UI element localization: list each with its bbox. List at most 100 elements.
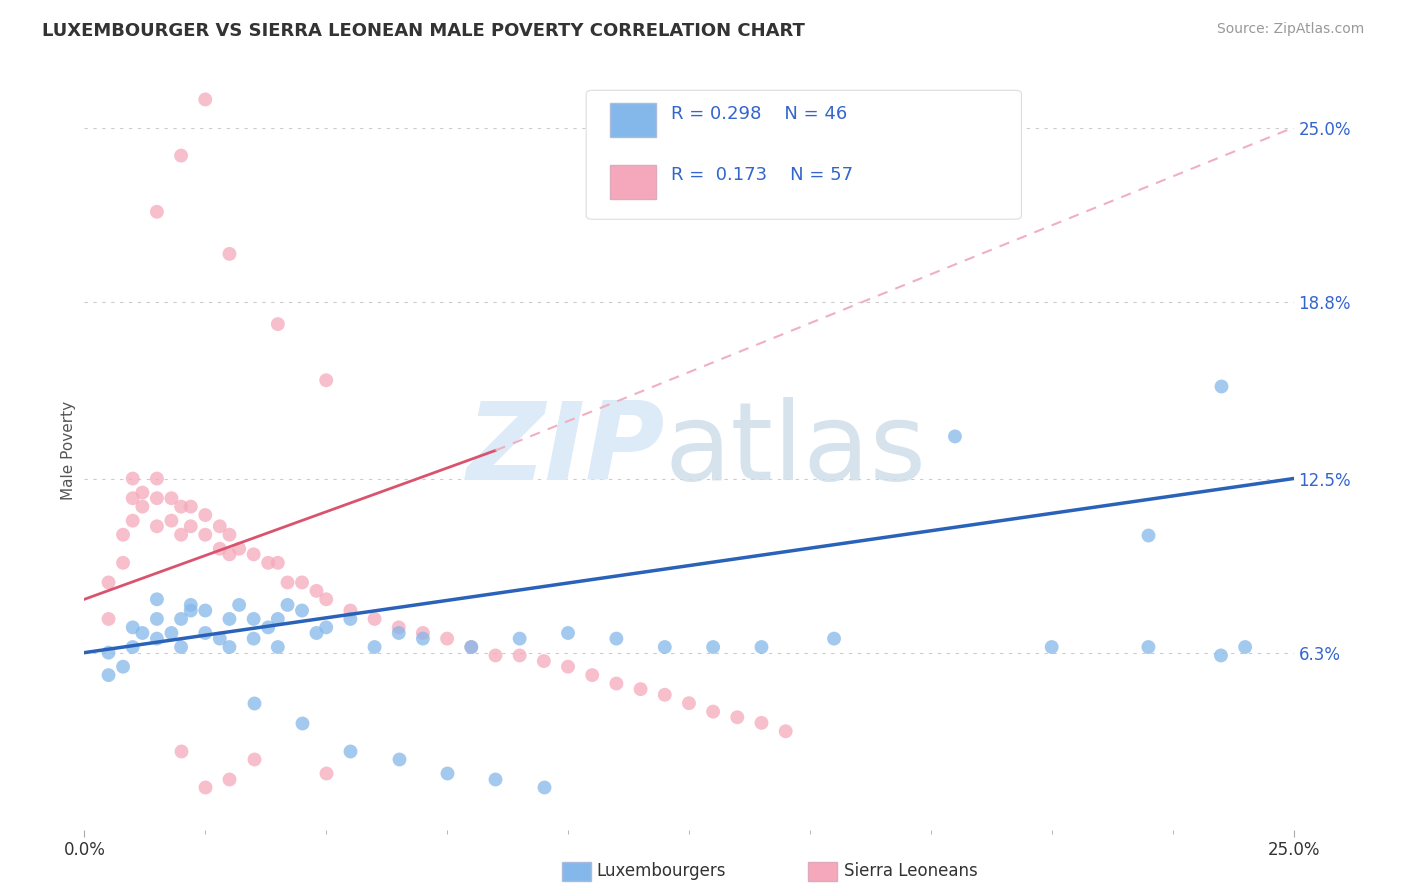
Point bbox=[146, 204, 169, 219]
Point bbox=[276, 598, 298, 612]
Point bbox=[242, 752, 264, 766]
Point bbox=[146, 471, 169, 485]
Point bbox=[218, 612, 240, 626]
Point bbox=[484, 648, 506, 663]
Point bbox=[257, 620, 280, 634]
Point bbox=[1209, 648, 1232, 663]
Point bbox=[605, 632, 627, 646]
Point bbox=[339, 744, 361, 758]
Point bbox=[339, 612, 361, 626]
Point bbox=[1234, 640, 1257, 654]
Point bbox=[823, 632, 845, 646]
Point bbox=[170, 744, 193, 758]
Point bbox=[678, 696, 700, 710]
Point bbox=[267, 612, 290, 626]
Point bbox=[257, 556, 280, 570]
Point bbox=[305, 583, 328, 598]
Point bbox=[97, 575, 120, 590]
Point bbox=[276, 575, 298, 590]
Point bbox=[121, 471, 143, 485]
Point bbox=[170, 640, 193, 654]
Point bbox=[170, 148, 193, 162]
Point bbox=[180, 603, 202, 617]
Point bbox=[291, 715, 314, 730]
Point bbox=[146, 592, 169, 607]
Point bbox=[509, 632, 531, 646]
Point bbox=[194, 603, 217, 617]
Point bbox=[412, 626, 434, 640]
Text: atlas: atlas bbox=[665, 398, 927, 503]
Point bbox=[1040, 640, 1063, 654]
Point bbox=[112, 527, 135, 541]
Point bbox=[484, 772, 506, 786]
Point bbox=[242, 632, 264, 646]
Point bbox=[194, 92, 217, 106]
Point bbox=[97, 612, 120, 626]
Point bbox=[305, 626, 328, 640]
Point bbox=[388, 626, 411, 640]
Point bbox=[228, 598, 250, 612]
Point bbox=[121, 514, 143, 528]
Text: R =  0.173    N = 57: R = 0.173 N = 57 bbox=[671, 166, 853, 184]
Point bbox=[208, 519, 231, 533]
Point bbox=[112, 659, 135, 673]
Point bbox=[218, 247, 240, 261]
Point bbox=[557, 626, 579, 640]
Point bbox=[291, 575, 314, 590]
Point bbox=[363, 612, 385, 626]
Point bbox=[180, 519, 202, 533]
Point bbox=[363, 640, 385, 654]
Point bbox=[460, 640, 482, 654]
Text: R = 0.298    N = 46: R = 0.298 N = 46 bbox=[671, 105, 846, 123]
Point bbox=[97, 668, 120, 682]
Point bbox=[208, 632, 231, 646]
Point bbox=[533, 654, 555, 668]
Point bbox=[388, 752, 411, 766]
Point bbox=[160, 514, 183, 528]
Point bbox=[218, 527, 240, 541]
Text: LUXEMBOURGER VS SIERRA LEONEAN MALE POVERTY CORRELATION CHART: LUXEMBOURGER VS SIERRA LEONEAN MALE POVE… bbox=[42, 22, 806, 40]
Point bbox=[146, 612, 169, 626]
Point bbox=[218, 640, 240, 654]
Point bbox=[654, 640, 676, 654]
Point bbox=[146, 632, 169, 646]
Text: ZIP: ZIP bbox=[467, 398, 665, 503]
Point bbox=[654, 688, 676, 702]
Point bbox=[1137, 527, 1160, 541]
Point bbox=[388, 620, 411, 634]
Point bbox=[121, 491, 143, 506]
FancyBboxPatch shape bbox=[610, 103, 657, 137]
Point bbox=[315, 373, 337, 387]
FancyBboxPatch shape bbox=[610, 165, 657, 199]
Point bbox=[131, 500, 153, 514]
Point bbox=[160, 626, 183, 640]
Point bbox=[460, 640, 482, 654]
Point bbox=[775, 724, 797, 739]
Point bbox=[339, 603, 361, 617]
Point bbox=[180, 598, 202, 612]
Point bbox=[170, 612, 193, 626]
Point bbox=[267, 640, 290, 654]
Point bbox=[180, 500, 202, 514]
Point bbox=[242, 547, 264, 561]
Point bbox=[194, 780, 217, 795]
Point bbox=[146, 491, 169, 506]
Point bbox=[218, 547, 240, 561]
Point bbox=[943, 429, 966, 443]
Point bbox=[725, 710, 748, 724]
Point bbox=[228, 541, 250, 556]
Point bbox=[131, 626, 153, 640]
Point bbox=[509, 648, 531, 663]
Point bbox=[242, 612, 264, 626]
Point bbox=[315, 766, 337, 780]
Point bbox=[112, 556, 135, 570]
Point bbox=[170, 500, 193, 514]
Point bbox=[267, 556, 290, 570]
Point bbox=[131, 485, 153, 500]
Point bbox=[557, 659, 579, 673]
Point bbox=[436, 766, 458, 780]
Point bbox=[751, 640, 773, 654]
Point bbox=[315, 592, 337, 607]
Point bbox=[208, 541, 231, 556]
Point bbox=[1137, 640, 1160, 654]
